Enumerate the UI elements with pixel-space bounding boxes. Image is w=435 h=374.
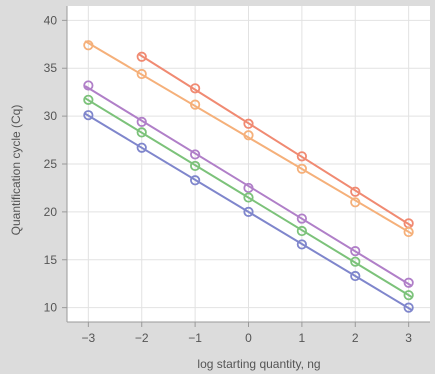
data-point-3-4 (296, 225, 307, 237)
data-point-4-3 (243, 206, 254, 217)
data-point-2-5 (350, 246, 361, 257)
x-tick-label-3: 0 (245, 331, 252, 345)
data-point-4-0 (83, 110, 94, 121)
data-point-0-3 (296, 151, 307, 162)
data-point-4-2 (190, 175, 201, 186)
data-point-1-1 (136, 68, 147, 80)
data-point-1-0 (83, 40, 94, 51)
y-tick-label-5: 35 (44, 61, 58, 75)
data-point-1-5 (350, 197, 361, 208)
data-point-3-0 (83, 94, 94, 105)
data-point-1-3 (243, 130, 254, 141)
data-point-0-1 (190, 83, 201, 94)
x-tick-label-5: 2 (352, 331, 359, 345)
data-point-2-6 (403, 277, 414, 288)
y-tick-label-2: 20 (44, 205, 58, 219)
data-point-3-3 (243, 192, 254, 203)
data-points (83, 40, 414, 313)
x-tick-label-0: −3 (82, 331, 96, 345)
x-tick-label-6: 3 (405, 331, 412, 345)
axes: −3 −2 −1 0 1 2 3 10 15 20 25 30 35 40 (44, 6, 430, 345)
data-point-4-1 (136, 142, 147, 153)
data-point-1-4 (296, 163, 307, 174)
fit-line-4 (84, 113, 413, 311)
fit-line-2 (84, 85, 413, 287)
data-point-0-0 (136, 51, 147, 62)
data-point-3-2 (190, 160, 201, 172)
fit-line-1 (84, 40, 413, 235)
x-tick-label-1: −2 (135, 331, 149, 345)
x-tick-label-4: 1 (299, 331, 306, 345)
y-tick-label-1: 15 (44, 253, 58, 267)
y-tick-label-0: 10 (44, 301, 58, 315)
data-point-3-5 (350, 256, 361, 267)
fit-line-0 (138, 53, 413, 227)
data-point-4-6 (403, 302, 414, 313)
y-tick-label-6: 40 (44, 13, 58, 27)
data-point-0-4 (350, 186, 361, 197)
data-point-1-2 (190, 99, 201, 110)
data-point-2-1 (136, 116, 147, 127)
data-point-1-6 (403, 226, 414, 238)
data-point-0-2 (243, 118, 254, 129)
y-axis-title: Quantification cycle (Cq) (9, 105, 23, 236)
data-point-2-4 (296, 213, 307, 224)
fit-lines (84, 40, 413, 311)
data-point-2-0 (83, 80, 94, 91)
data-point-4-4 (296, 239, 307, 250)
data-point-3-1 (136, 127, 147, 138)
data-point-3-6 (403, 290, 414, 301)
data-point-2-2 (190, 149, 201, 160)
fit-line-3 (84, 97, 413, 298)
x-axis-title: log starting quantity, ng (197, 357, 320, 371)
y-tick-label-4: 30 (44, 109, 58, 123)
data-point-2-3 (243, 182, 254, 194)
data-point-4-5 (350, 270, 361, 282)
x-tick-label-2: −1 (188, 331, 202, 345)
y-tick-label-3: 25 (44, 157, 58, 171)
